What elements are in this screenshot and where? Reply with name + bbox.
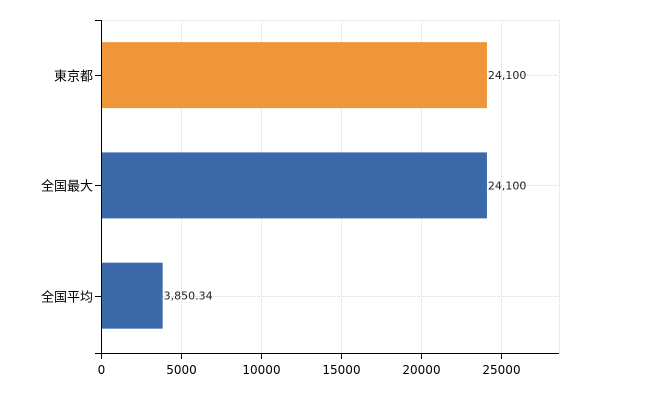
x-tick-label: 15000 bbox=[322, 363, 360, 377]
data-label: 24,100 bbox=[488, 69, 527, 82]
x-tick-label: 25000 bbox=[482, 363, 520, 377]
x-tick-label: 0 bbox=[98, 363, 106, 377]
data-label: 24,100 bbox=[488, 179, 527, 192]
x-tick-label: 5000 bbox=[166, 363, 197, 377]
bar-layer bbox=[101, 42, 487, 329]
label-layer: 24,100 24,100 3,850.34 0 5000 10000 15000 20000… bbox=[41, 69, 526, 378]
bar bbox=[101, 262, 163, 329]
y-category-label: 全国平均 bbox=[41, 290, 93, 306]
bar bbox=[101, 42, 487, 109]
bar bbox=[101, 152, 487, 219]
x-tick-label: 10000 bbox=[242, 363, 280, 377]
y-category-label: 東京都 bbox=[54, 69, 93, 85]
y-category-label: 全国最大 bbox=[41, 179, 93, 195]
data-label: 3,850.34 bbox=[164, 290, 213, 303]
axis-layer bbox=[95, 20, 559, 359]
x-tick-label: 20000 bbox=[402, 363, 440, 377]
